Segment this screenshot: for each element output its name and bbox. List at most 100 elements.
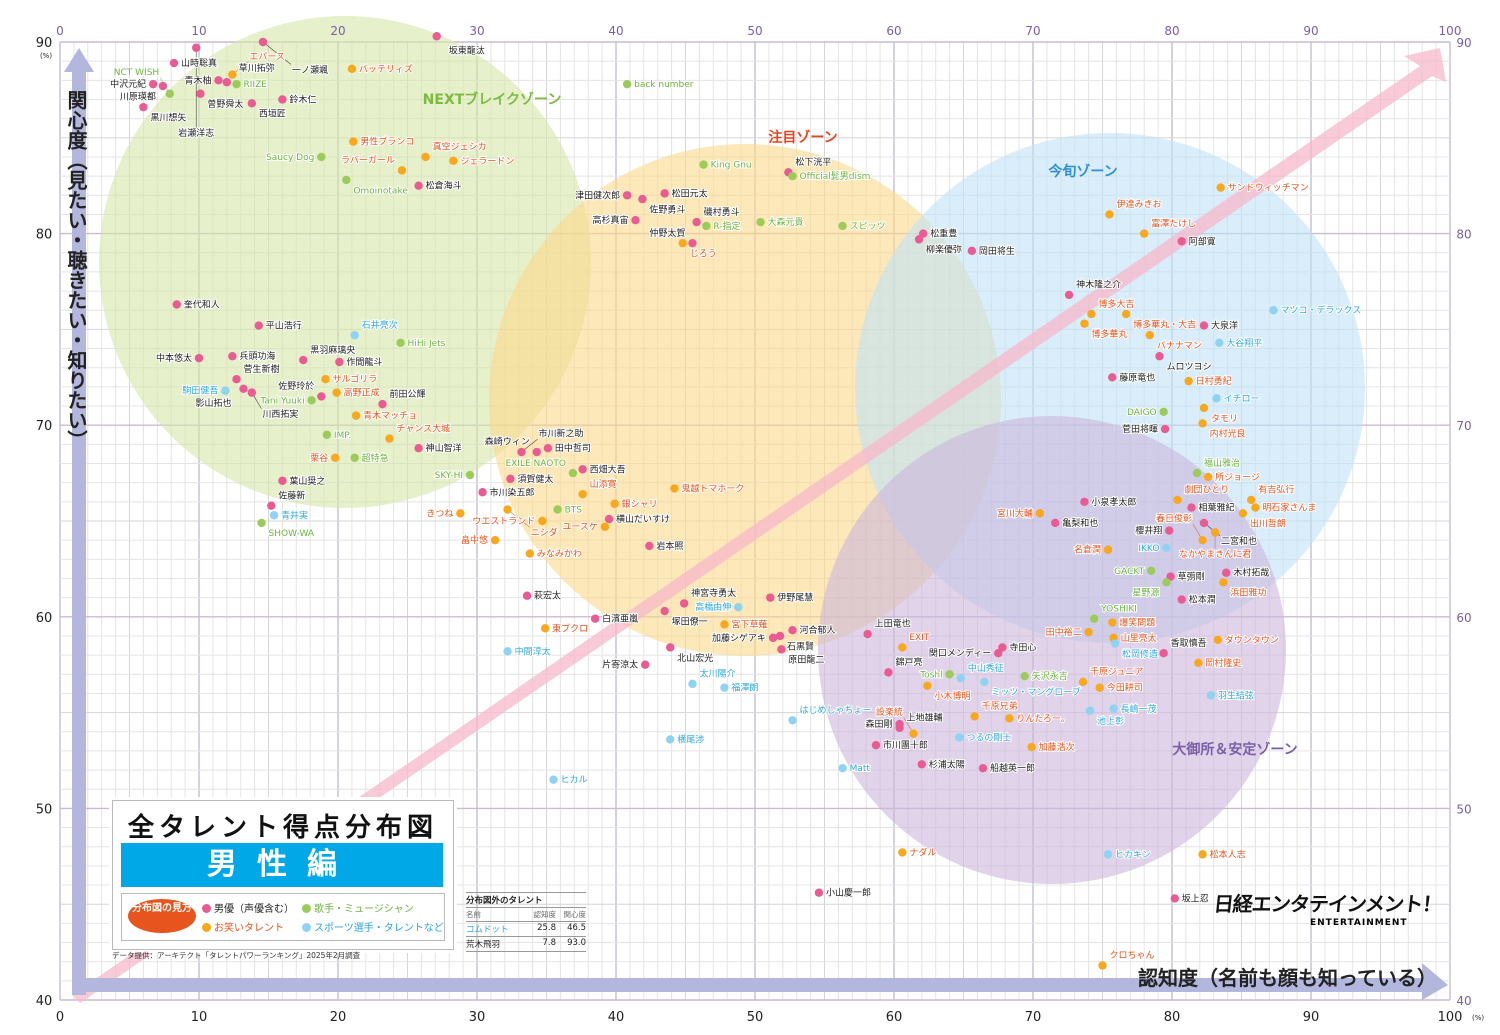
data-point: Toshl xyxy=(918,669,954,681)
data-point: スピッツ xyxy=(838,220,887,233)
data-point: 佐野勇斗 xyxy=(638,194,686,216)
point-label: 中沢元紀 xyxy=(110,78,146,90)
point-label: 市川團十郎 xyxy=(883,739,928,751)
point-label: 伊達みきお xyxy=(1116,198,1161,210)
point-marker xyxy=(148,79,158,89)
point-marker xyxy=(221,386,230,395)
point-label: 加藤浩次 xyxy=(1039,741,1075,753)
point-marker xyxy=(1085,706,1095,715)
point-label: 劇団ひとり xyxy=(1185,484,1230,496)
point-label: HiHi Jets xyxy=(408,339,446,349)
point-marker xyxy=(1238,509,1248,518)
header-recognition: 認知度 xyxy=(533,910,557,919)
point-label: 福澤朗 xyxy=(731,682,758,694)
point-marker xyxy=(194,353,204,363)
point-marker xyxy=(1159,407,1168,416)
logo-subtext: ENTERTAINMENT xyxy=(1310,918,1408,928)
data-point: 原田龍二 xyxy=(777,645,825,667)
axis-arrows xyxy=(64,48,1448,1003)
point-marker xyxy=(578,465,587,474)
out-of-range-table: 分布図外のタレント 名前 認知度 関心度 コムドット 25.8 46.5 荒木飛… xyxy=(466,892,586,952)
x-tick-label-bottom: 50 xyxy=(747,1010,764,1025)
point-label: 草彅剛 xyxy=(1178,571,1205,583)
point-marker xyxy=(490,535,500,545)
point-label: 兵頭功海 xyxy=(239,350,275,362)
data-point: 神木隆之介 xyxy=(1064,278,1122,300)
legend-howto-badge: 分布図の見方 xyxy=(128,899,196,933)
point-label: 川西拓実 xyxy=(262,408,298,420)
data-point: りんたろー。 xyxy=(1005,712,1071,725)
data-point: 伊野尾慧 xyxy=(766,591,814,605)
point-label: 博多華丸・大吉 xyxy=(1133,318,1196,330)
point-marker xyxy=(871,740,881,750)
legend-item-comedian: お笑いタレント xyxy=(202,919,284,934)
data-point: 須賀健太 xyxy=(506,472,554,486)
data-point: サルゴリラ xyxy=(321,372,378,386)
point-label: 前田公輝 xyxy=(389,388,425,400)
data-point: 青井実 xyxy=(269,508,309,522)
data-point: 草彅剛 xyxy=(1166,570,1206,584)
point-label: 木村拓哉 xyxy=(1233,567,1269,579)
point-marker xyxy=(1080,319,1089,328)
data-point: 青木柚 xyxy=(183,73,223,87)
point-label: 関口メンディー xyxy=(929,647,991,659)
point-label: BTS xyxy=(565,506,583,516)
point-label: 松本潤 xyxy=(1189,594,1216,606)
data-point: 市川團十郎 xyxy=(871,738,929,752)
point-label: 爆笑問題 xyxy=(1119,617,1155,629)
point-marker xyxy=(1222,568,1231,577)
point-marker xyxy=(1199,518,1209,528)
data-point: 市川新之助 xyxy=(517,427,584,457)
point-marker xyxy=(269,511,279,520)
point-marker xyxy=(1165,526,1174,535)
point-marker xyxy=(699,160,708,169)
point-marker xyxy=(1199,321,1209,330)
point-label: 黒羽麻璃央 xyxy=(310,344,355,356)
data-point: 阿部寛 xyxy=(1177,234,1217,248)
legend-item-sports: スポーツ選手・タレントなど xyxy=(302,919,444,934)
data-point: 川西拓実 xyxy=(247,388,299,421)
point-marker xyxy=(196,89,205,98)
point-marker xyxy=(1184,376,1193,386)
point-label: 佐藤新 xyxy=(278,489,305,501)
point-label: Tani Yuuki xyxy=(259,396,304,406)
data-point: 白濱亜嵐 xyxy=(590,612,639,626)
legend-label: 歌手・ミュージシャン xyxy=(314,904,414,915)
data-point: 石黒賢 xyxy=(775,631,815,653)
point-label: 設楽統 xyxy=(876,706,903,718)
point-label: きつね xyxy=(426,508,453,519)
point-label: 出川哲朗 xyxy=(1250,518,1286,530)
data-point: 博多華丸 xyxy=(1080,319,1128,341)
point-label: IKKO xyxy=(1138,544,1159,554)
data-point: マツコ・デラックス xyxy=(1269,303,1362,317)
point-label: NCT WISH xyxy=(114,68,159,78)
point-marker xyxy=(1219,578,1228,587)
point-marker xyxy=(600,522,610,531)
point-marker xyxy=(321,375,330,384)
leader-line xyxy=(507,509,530,528)
data-point: 横山だいすけ xyxy=(604,512,671,526)
point-label: 博多大吉 xyxy=(1098,298,1134,310)
data-point: 爆笑問題 xyxy=(1108,616,1156,630)
point-marker xyxy=(449,156,458,165)
point-label: なかやまきんに君 xyxy=(1179,549,1251,560)
data-point: ミッツ・マングローブ xyxy=(980,677,1082,699)
point-label: 北山宏光 xyxy=(677,652,713,664)
data-point: 松倉海斗 xyxy=(414,179,463,193)
point-marker xyxy=(525,549,535,558)
point-marker xyxy=(660,606,669,616)
data-point: 櫻井翔 xyxy=(1134,524,1174,538)
point-marker xyxy=(1192,468,1202,478)
data-point: 錦戸亮 xyxy=(884,655,923,677)
data-point: 栗谷 xyxy=(309,452,340,465)
data-point: 北山宏光 xyxy=(666,643,714,665)
point-marker xyxy=(222,78,231,87)
point-marker xyxy=(956,673,965,683)
point-label: マツコ・デラックス xyxy=(1280,304,1361,316)
point-label: 船越英一郎 xyxy=(990,762,1035,774)
point-marker xyxy=(610,499,619,508)
point-marker xyxy=(788,171,797,181)
data-point: 岩本照 xyxy=(645,539,684,553)
data-point: 小山慶一郎 xyxy=(814,886,872,900)
point-label: 小山慶一郎 xyxy=(826,887,871,899)
